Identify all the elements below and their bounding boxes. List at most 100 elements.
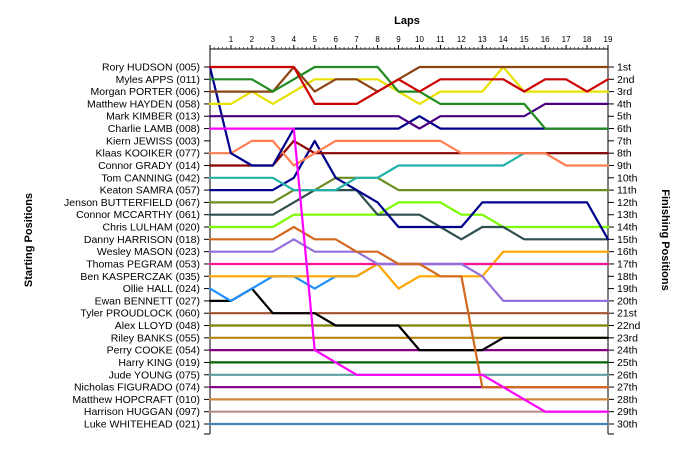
finishing-position-label: 23rd xyxy=(617,332,638,344)
starting-driver-label: Riley BANKS (055) xyxy=(111,332,200,344)
starting-position-labels: Rory HUDSON (005)Myles APPS (011)Morgan … xyxy=(64,62,200,431)
starting-driver-label: Klaas KOOIKER (077) xyxy=(96,148,200,160)
lap-tick-label: 16 xyxy=(541,35,550,44)
finishing-position-label: 5th xyxy=(617,111,632,123)
starting-driver-label: Kiern JEWISS (003) xyxy=(106,135,200,147)
driver-position-line xyxy=(208,65,610,130)
driver-position-line xyxy=(208,65,610,106)
finishing-position-label: 13th xyxy=(617,209,638,221)
driver-position-line xyxy=(208,250,610,290)
lap-tick-label: 1 xyxy=(229,35,234,44)
finishing-position-label: 14th xyxy=(617,222,638,234)
starting-driver-label: Ben KASPERCZAK (035) xyxy=(80,271,200,283)
lap-tick-label: 4 xyxy=(292,35,297,44)
driver-position-line xyxy=(208,139,610,167)
starting-driver-label: Charlie LAMB (008) xyxy=(108,123,200,135)
finishing-position-label: 10th xyxy=(617,172,638,184)
starting-driver-label: Myles APPS (011) xyxy=(116,74,200,86)
finishing-position-label: 8th xyxy=(617,148,632,160)
finishing-position-label: 27th xyxy=(617,382,638,394)
lap-tick-label: 14 xyxy=(499,35,508,44)
right-axis-title: Finishing Positions xyxy=(659,189,671,290)
finishing-position-label: 15th xyxy=(617,234,638,246)
finishing-position-label: 19th xyxy=(617,283,638,295)
finishing-position-label: 29th xyxy=(617,406,638,418)
lap-tick-label: 19 xyxy=(604,35,613,44)
starting-driver-label: Chris LULHAM (020) xyxy=(103,222,200,234)
lap-tick-label: 17 xyxy=(562,35,571,44)
finishing-position-label: 9th xyxy=(617,160,632,172)
finishing-position-label: 3rd xyxy=(617,86,632,98)
finishing-position-label: 28th xyxy=(617,394,638,406)
driver-position-line xyxy=(208,139,610,167)
starting-driver-label: Wesley MASON (023) xyxy=(97,246,200,258)
driver-position-line xyxy=(208,152,610,192)
lap-tick-label: 12 xyxy=(457,35,466,44)
starting-driver-label: Alex LLOYD (048) xyxy=(115,320,200,332)
lap-tick-label: 11 xyxy=(436,35,445,44)
lap-tick-label: 6 xyxy=(333,35,338,44)
finishing-position-label: 2nd xyxy=(617,74,635,86)
lap-tick-label: 18 xyxy=(583,35,592,44)
driver-position-line xyxy=(208,139,610,241)
finishing-position-label: 6th xyxy=(617,123,632,135)
lap-tick-label: 13 xyxy=(478,35,487,44)
finishing-position-label: 17th xyxy=(617,258,638,270)
driver-position-line xyxy=(208,65,610,93)
starting-driver-label: Tyler PROUDLOCK (060) xyxy=(80,308,200,320)
starting-driver-label: Harrison HUGGAN (097) xyxy=(84,406,200,418)
finishing-position-label: 7th xyxy=(617,135,632,147)
starting-driver-label: Jude YOUNG (075) xyxy=(109,369,200,381)
lap-tick-label: 7 xyxy=(354,35,359,44)
driver-position-line xyxy=(208,127,610,413)
driver-position-line xyxy=(208,225,610,389)
finishing-position-label: 1st xyxy=(617,62,631,74)
lap-tick-label: 2 xyxy=(250,35,255,44)
starting-driver-label: Tom CANNING (042) xyxy=(101,172,200,184)
lap-tick-label: 15 xyxy=(520,35,529,44)
finishing-position-label: 30th xyxy=(617,419,638,431)
starting-driver-label: Harry KING (019) xyxy=(118,357,200,369)
starting-driver-label: Thomas PEGRAM (053) xyxy=(86,258,200,270)
lap-tick-label: 8 xyxy=(375,35,380,44)
finishing-position-label: 4th xyxy=(617,98,632,110)
starting-driver-label: Morgan PORTER (006) xyxy=(90,86,200,98)
lap-tick-label: 5 xyxy=(313,35,318,44)
finishing-position-label: 22nd xyxy=(617,320,641,332)
chart-title: Laps xyxy=(394,15,420,27)
finishing-position-label: 16th xyxy=(617,246,638,258)
finishing-position-label: 25th xyxy=(617,357,638,369)
starting-driver-label: Perry COOKE (054) xyxy=(107,345,200,357)
driver-position-line xyxy=(208,287,610,352)
starting-driver-label: Ewan BENNETT (027) xyxy=(95,295,200,307)
starting-driver-label: Jenson BUTTERFIELD (067) xyxy=(64,197,200,209)
starting-driver-label: Matthew HOPCRAFT (010) xyxy=(72,394,200,406)
starting-driver-label: Keaton SAMRA (057) xyxy=(100,185,200,197)
driver-position-line xyxy=(208,189,610,241)
finishing-position-label: 20th xyxy=(617,295,638,307)
starting-driver-label: Nicholas FIGURADO (074) xyxy=(74,382,200,394)
starting-driver-label: Matthew HAYDEN (058) xyxy=(87,98,200,110)
finishing-position-label: 11th xyxy=(617,185,637,197)
finishing-position-label: 26th xyxy=(617,369,638,381)
series-lines xyxy=(208,65,610,426)
left-axis-title: Starting Positions xyxy=(23,193,35,287)
starting-driver-label: Luke WHITEHEAD (021) xyxy=(84,419,200,431)
driver-position-line xyxy=(208,102,610,130)
lap-tick-labels: 1 2 3 4 5 6 7 8 9 10 11 12 13 14 15 16 17 18 19 xyxy=(229,35,613,44)
starting-driver-label: Rory HUDSON (005) xyxy=(102,62,200,74)
driver-position-line xyxy=(208,176,610,204)
finishing-position-label: 12th xyxy=(617,197,638,209)
driver-position-line xyxy=(208,65,610,106)
finishing-position-label: 24th xyxy=(617,345,638,357)
finishing-position-labels: 1st2nd3rd4th5th6th7th8th9th10th11th12th1… xyxy=(617,62,641,431)
lap-tick-label: 3 xyxy=(271,35,276,44)
lap-tick-label: 9 xyxy=(396,35,401,44)
starting-driver-label: Connor GRADY (014) xyxy=(98,160,200,172)
driver-position-line xyxy=(208,201,610,229)
driver-position-line xyxy=(208,238,610,302)
starting-driver-label: Danny HARRISON (018) xyxy=(84,234,200,246)
starting-driver-label: Ollie HALL (024) xyxy=(123,283,200,295)
lap-tick-label: 10 xyxy=(415,35,424,44)
